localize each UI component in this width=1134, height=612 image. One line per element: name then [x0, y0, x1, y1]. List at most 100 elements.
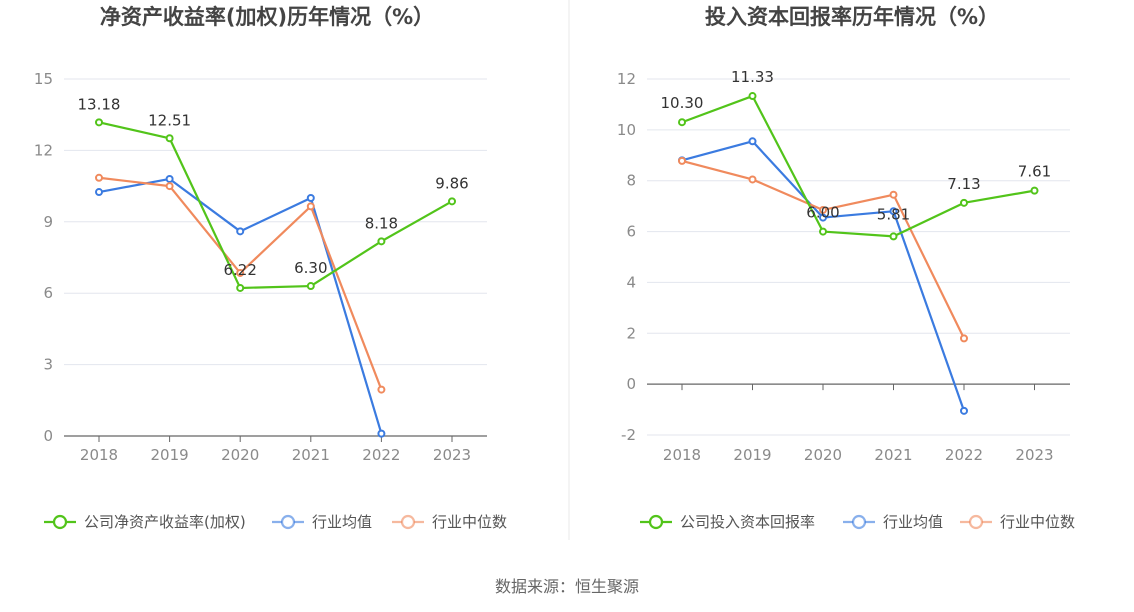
- data-label: 6.00: [806, 204, 839, 222]
- data-point[interactable]: [889, 207, 898, 216]
- data-point[interactable]: [960, 334, 968, 343]
- series-line: [98, 176, 383, 390]
- data-point[interactable]: [1030, 186, 1039, 195]
- legend-label: 行业中位数: [1000, 513, 1075, 531]
- data-point[interactable]: [377, 385, 386, 394]
- chart-right-data-labels: 10.30 11.33 6.00 5.81 7.13 7.61: [661, 68, 1052, 223]
- legend-marker-icon: [52, 514, 68, 530]
- x-tick-label: 2018: [80, 446, 118, 464]
- x-tick-label: 2023: [433, 446, 471, 464]
- data-point[interactable]: [678, 118, 686, 127]
- y-tick-label: 12: [34, 141, 53, 159]
- chart-right-series: [678, 92, 1039, 415]
- data-point[interactable]: [377, 237, 386, 246]
- y-tick-label: 4: [626, 273, 636, 291]
- x-tick-label: 2021: [292, 446, 330, 464]
- series-line: [98, 121, 453, 290]
- data-point[interactable]: [819, 213, 827, 222]
- chart-right-xticks: 2018 2019 2020 2021 2022 2023: [663, 384, 1054, 464]
- chart-right-legend: 公司投入资本回报率 行业均值 行业中位数: [640, 513, 1075, 531]
- legend-label: 行业中位数: [432, 513, 507, 531]
- series-line: [681, 159, 965, 339]
- data-label: 5.81: [877, 205, 910, 223]
- legend-label: 行业均值: [883, 513, 943, 531]
- series-line: [98, 177, 383, 434]
- chart-left-grid: [64, 78, 487, 437]
- series-line: [681, 140, 966, 412]
- data-point[interactable]: [236, 268, 245, 277]
- chart-left-data-labels: 13.18 12.51 6.22 6.30 8.18 9.86: [78, 95, 469, 279]
- legend-label: 公司净资产收益率(加权): [84, 513, 246, 531]
- data-point[interactable]: [377, 429, 386, 438]
- legend-marker-icon: [968, 514, 984, 530]
- x-tick-label: 2022: [945, 446, 983, 464]
- chart-right-yticks: -2 0 2 4 6 8 10 12: [617, 70, 636, 444]
- x-tick-label: 2018: [663, 446, 701, 464]
- legend-item[interactable]: 行业均值: [272, 513, 372, 531]
- data-point[interactable]: [889, 232, 898, 241]
- x-tick-label: 2022: [362, 446, 400, 464]
- data-point[interactable]: [748, 137, 757, 146]
- y-tick-label: 15: [34, 70, 53, 88]
- data-point[interactable]: [95, 118, 103, 127]
- chart-left-legend: 公司净资产收益率(加权) 行业均值 行业中位数: [44, 513, 507, 531]
- y-tick-label: 8: [626, 172, 636, 190]
- source-note: 数据来源：恒生聚源: [495, 577, 639, 596]
- legend-item[interactable]: 行业均值: [843, 513, 943, 531]
- data-label: 8.18: [365, 214, 398, 232]
- chart-left-series: [95, 118, 456, 438]
- data-point[interactable]: [819, 205, 827, 214]
- data-point[interactable]: [236, 227, 245, 236]
- data-point[interactable]: [819, 227, 827, 236]
- data-point[interactable]: [448, 197, 456, 206]
- y-tick-label: 6: [626, 223, 636, 241]
- x-tick-label: 2019: [151, 446, 189, 464]
- data-point[interactable]: [306, 194, 315, 202]
- x-tick-label: 2023: [1015, 446, 1053, 464]
- y-tick-label: 12: [617, 70, 636, 88]
- data-point[interactable]: [306, 282, 315, 291]
- data-label: 6.22: [223, 261, 256, 279]
- data-point[interactable]: [306, 202, 315, 211]
- series-line: [681, 94, 1035, 238]
- data-point[interactable]: [748, 175, 757, 184]
- data-point[interactable]: [678, 156, 686, 165]
- data-point[interactable]: [236, 283, 245, 292]
- data-point[interactable]: [889, 190, 898, 199]
- data-point[interactable]: [165, 182, 174, 191]
- chart-right-grid: [647, 78, 1070, 436]
- chart-left-xticks: 2018 2019 2020 2021 2022 2023: [80, 436, 471, 464]
- legend-item[interactable]: 公司投入资本回报率: [640, 513, 815, 531]
- x-tick-label: 2020: [804, 446, 842, 464]
- x-tick-label: 2019: [733, 446, 771, 464]
- legend-item[interactable]: 公司净资产收益率(加权): [44, 513, 246, 531]
- legend-marker-icon: [648, 514, 664, 530]
- data-label: 11.33: [731, 68, 774, 86]
- legend-item[interactable]: 行业中位数: [960, 513, 1075, 531]
- legend-marker-icon: [400, 514, 416, 530]
- data-point[interactable]: [95, 173, 103, 182]
- data-point[interactable]: [95, 188, 103, 197]
- data-point[interactable]: [748, 92, 757, 101]
- legend-marker-icon: [851, 514, 867, 530]
- legend-item[interactable]: 行业中位数: [392, 513, 507, 531]
- legend-label: 公司投入资本回报率: [680, 513, 815, 531]
- legend-label: 行业均值: [312, 513, 372, 531]
- data-label: 12.51: [148, 111, 191, 129]
- data-label: 7.61: [1018, 163, 1051, 181]
- y-tick-label: 10: [617, 121, 636, 139]
- x-tick-label: 2021: [874, 446, 912, 464]
- y-tick-label: 6: [43, 284, 53, 302]
- data-point[interactable]: [165, 174, 174, 183]
- chart-right-title: 投入资本回报率历年情况（%）: [705, 5, 999, 29]
- data-point[interactable]: [960, 406, 968, 415]
- chart-left-title: 净资产收益率(加权)历年情况（%）: [100, 5, 434, 29]
- y-tick-label: -2: [621, 426, 636, 444]
- data-point[interactable]: [165, 134, 174, 143]
- data-label: 7.13: [947, 175, 980, 193]
- data-label: 10.30: [661, 94, 704, 112]
- data-point[interactable]: [960, 198, 968, 207]
